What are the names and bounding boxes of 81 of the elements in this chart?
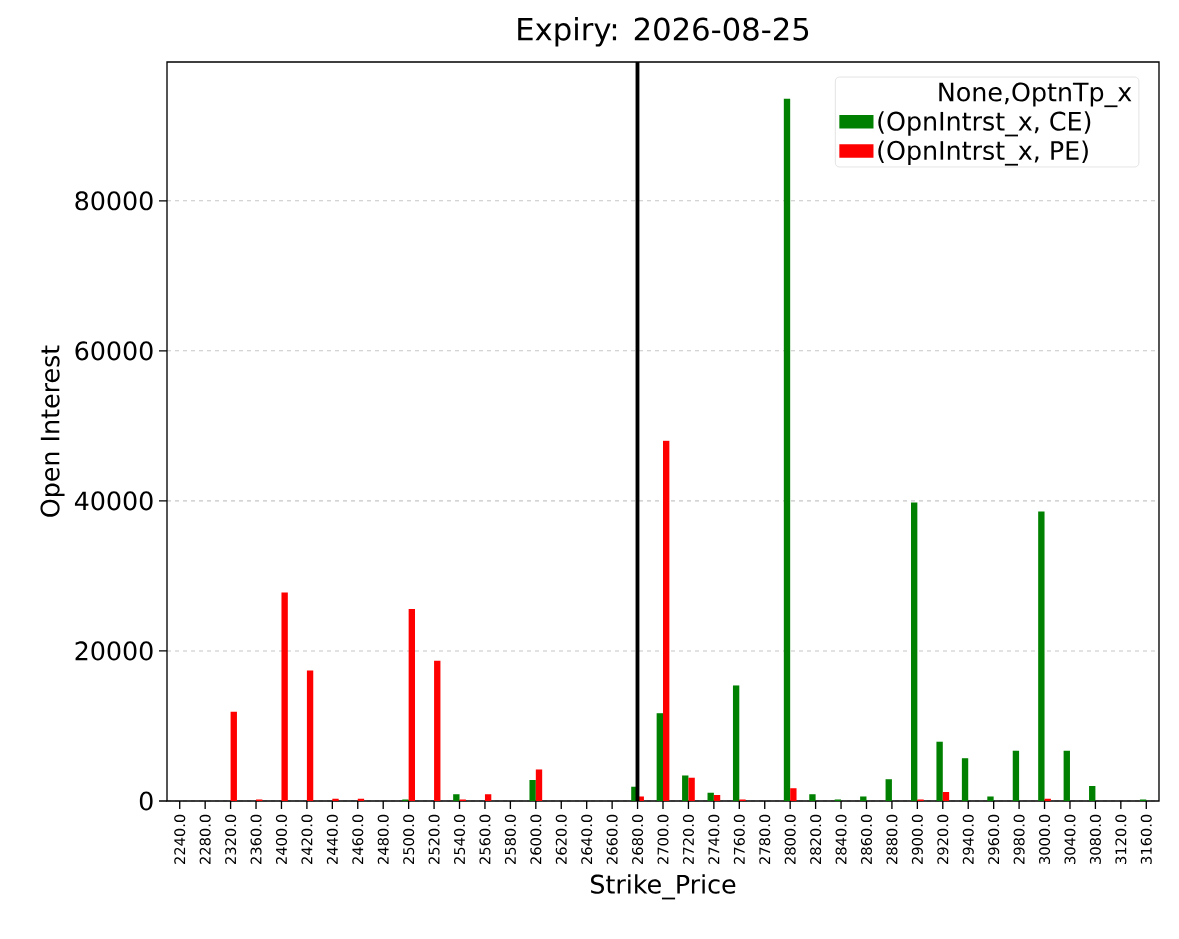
y-tick-label: 0 — [139, 791, 153, 811]
x-tick-label: 2560.0 — [479, 814, 491, 864]
x-tick-label: 2960.0 — [988, 814, 1000, 864]
y-tick-label: 20000 — [75, 641, 153, 661]
x-tick-label: 2920.0 — [937, 814, 949, 864]
bar — [942, 791, 950, 801]
bar — [790, 788, 797, 801]
bar — [860, 796, 867, 801]
bar — [809, 794, 816, 801]
x-tick-label: 2420.0 — [301, 814, 313, 864]
x-tick-label: 3120.0 — [1115, 814, 1127, 864]
bar — [936, 741, 943, 801]
bar — [332, 798, 339, 801]
x-tick-label: 2740.0 — [708, 814, 720, 864]
bar — [911, 502, 918, 801]
bar — [713, 794, 721, 801]
x-tick-label: 2240.0 — [174, 814, 186, 864]
x-tick-label: 2280.0 — [199, 814, 211, 864]
x-tick-label: 3080.0 — [1089, 814, 1101, 864]
x-tick-label: 2800.0 — [784, 814, 796, 864]
x-tick-label: 2360.0 — [250, 814, 262, 864]
x-tick-label: 2480.0 — [377, 814, 389, 864]
legend-title: None,OptnTp_x — [939, 82, 1132, 108]
bar — [688, 777, 695, 801]
bar — [535, 769, 543, 801]
bar — [656, 713, 663, 801]
bar — [732, 685, 740, 801]
bar — [1038, 511, 1045, 801]
bar — [1089, 785, 1096, 801]
bar — [408, 608, 415, 801]
bar — [987, 796, 994, 801]
bar — [453, 794, 460, 801]
x-tick-label: 2500.0 — [403, 814, 415, 864]
bar — [1063, 750, 1070, 801]
x-tick-label: 2620.0 — [555, 814, 567, 864]
x-tick-label: 2860.0 — [860, 814, 873, 864]
x-tick-label: 2900.0 — [911, 814, 923, 864]
x-tick-label: 3000.0 — [1039, 814, 1051, 864]
x-tick-label: 2940.0 — [962, 814, 974, 864]
x-tick-label: 2600.0 — [530, 814, 542, 864]
legend-label: (OpnIntrst_x, CE) — [878, 111, 1091, 137]
bar — [281, 592, 288, 801]
x-tick-label: 2820.0 — [810, 814, 822, 864]
y-tick-label: 80000 — [75, 191, 153, 211]
x-tick-label: 2700.0 — [657, 814, 669, 864]
x-tick-label: 2720.0 — [682, 814, 694, 864]
x-tick-label: 2580.0 — [504, 814, 516, 864]
x-tick-label: 2440.0 — [326, 814, 338, 864]
bar — [707, 792, 714, 801]
bar — [306, 670, 314, 801]
bar — [663, 440, 670, 801]
bar — [783, 98, 791, 801]
y-tick-label: 40000 — [74, 491, 153, 511]
x-tick-label: 2840.0 — [835, 814, 847, 864]
x-tick-label: 2540.0 — [453, 814, 466, 864]
x-tick-label: 2880.0 — [886, 814, 898, 864]
x-tick-label: 2760.0 — [733, 814, 745, 864]
x-tick-label: 2520.0 — [428, 814, 440, 864]
x-tick-label: 2680.0 — [632, 814, 644, 864]
x-tick-label: 2320.0 — [225, 814, 237, 864]
x-axis-title: Strike_Price — [591, 874, 736, 900]
bar — [484, 794, 492, 801]
y-tick-label: 60000 — [75, 341, 153, 361]
bar — [961, 758, 969, 801]
x-tick-label: 2640.0 — [581, 814, 593, 864]
x-tick-label: 2400.0 — [275, 814, 288, 864]
bar — [529, 779, 536, 801]
bar — [230, 711, 237, 801]
x-tick-label: 2780.0 — [759, 814, 771, 864]
chart-title: Expiry: 2026-08-25 — [518, 16, 809, 47]
x-tick-label: 3040.0 — [1064, 814, 1076, 864]
x-tick-label: 2980.0 — [1013, 814, 1025, 864]
bar — [1012, 750, 1020, 801]
x-tick-label: 2460.0 — [352, 814, 364, 864]
legend-label: (OpnIntrst_x, PE) — [878, 140, 1088, 166]
bar — [434, 660, 441, 801]
bar — [885, 779, 892, 801]
x-tick-label: 2660.0 — [606, 814, 618, 864]
y-axis-title: Open Interest — [40, 345, 65, 517]
bar — [682, 775, 689, 801]
x-tick-label: 3160.0 — [1140, 814, 1152, 864]
